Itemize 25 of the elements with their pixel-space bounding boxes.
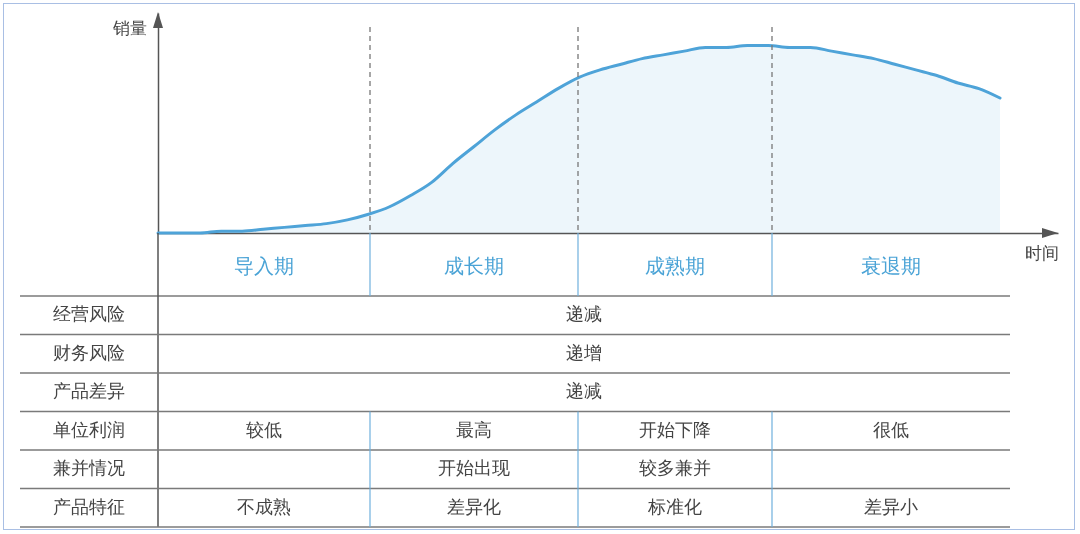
category-label: 成长期	[444, 253, 504, 278]
category-label: 单位利润	[53, 418, 125, 440]
text: 很低	[873, 418, 909, 440]
text: 不成熟	[237, 495, 291, 517]
text: 开始下降	[639, 418, 711, 440]
category-label: 衰退期	[861, 253, 921, 278]
category-label: 经营风险	[53, 303, 125, 325]
category-label: 导入期	[234, 253, 294, 278]
text: 递减	[566, 380, 602, 402]
category-label: 成熟期	[645, 253, 705, 278]
x-axis-title: 时间	[1024, 242, 1059, 263]
y-axis-title: 销量	[111, 17, 147, 38]
category-label: 财务风险	[53, 341, 125, 363]
text: 递增	[566, 341, 602, 363]
category-label: 产品特征	[53, 495, 125, 517]
category-label: 产品差异	[53, 380, 125, 402]
text: 开始出现	[438, 457, 510, 479]
text: 标准化	[648, 495, 702, 517]
text: 较多兼并	[639, 457, 711, 479]
category-label: 兼并情况	[53, 457, 125, 479]
text: 差异化	[447, 495, 501, 517]
text: 最高	[456, 418, 492, 440]
text: 较低	[246, 418, 282, 440]
text: 递减	[566, 303, 602, 325]
text: 差异小	[864, 495, 918, 517]
